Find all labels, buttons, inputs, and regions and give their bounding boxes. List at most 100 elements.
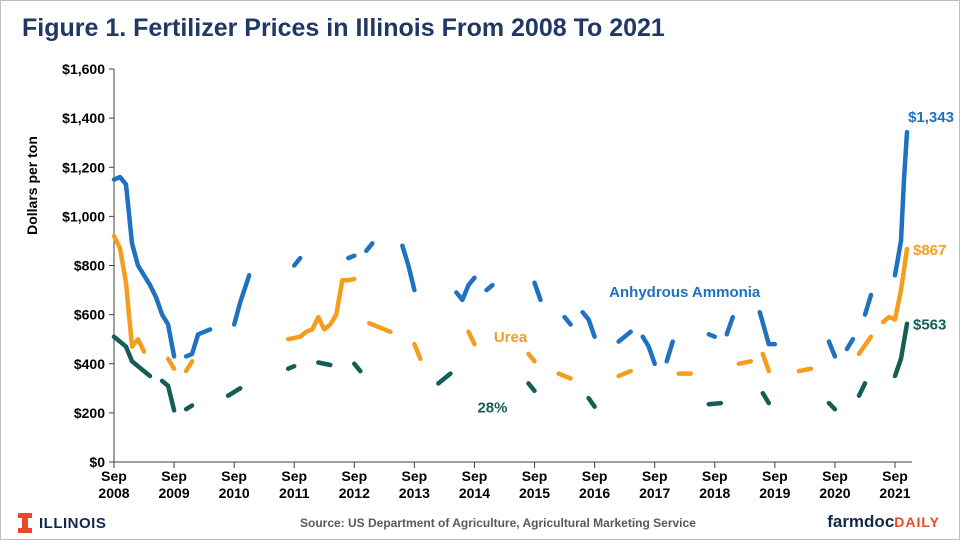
x-tick-label-month: Sep (402, 468, 428, 484)
x-tick-label-year: 2017 (639, 485, 670, 501)
y-tick-label: $800 (74, 258, 105, 274)
series-line-urea (760, 351, 772, 374)
x-tick-label-year: 2019 (759, 485, 790, 501)
x-tick-label-month: Sep (762, 468, 788, 484)
x-tick-label-month: Sep (281, 468, 307, 484)
y-tick-label: $1,400 (62, 110, 105, 126)
series-line-anhydrous-ammonia (616, 329, 633, 344)
y-tick-label: $1,000 (62, 208, 105, 224)
series-line-anhydrous-ammonia (826, 339, 838, 359)
x-tick-label-year: 2021 (879, 485, 910, 501)
daily-wordmark: DAILY (894, 514, 940, 530)
x-tick-label-month: Sep (522, 468, 548, 484)
x-tick-label-year: 2020 (819, 485, 850, 501)
series-line-urea (111, 233, 147, 354)
x-tick-label-month: Sep (221, 468, 247, 484)
x-tick-label-year: 2016 (579, 485, 610, 501)
y-tick-label: $400 (74, 356, 105, 372)
series-line-urea (736, 359, 754, 367)
series-line-urea (556, 371, 573, 381)
series-line-urea (856, 334, 874, 357)
series-line-28- (225, 386, 243, 398)
series-line-urea (466, 329, 477, 347)
x-tick-label-month: Sep (462, 468, 488, 484)
farmdoc-wordmark: farmdoc (827, 512, 895, 531)
series-line-anhydrous-ammonia (111, 174, 177, 359)
series-line-28- (111, 334, 153, 379)
x-tick-label-year: 2018 (699, 485, 730, 501)
x-tick-label-year: 2014 (459, 485, 490, 501)
x-tick-label-year: 2015 (519, 485, 550, 501)
series-line-anhydrous-ammonia (580, 309, 597, 339)
series-line-urea (616, 368, 633, 379)
x-tick-label-year: 2008 (98, 485, 129, 501)
series-line-anhydrous-ammonia (400, 243, 417, 293)
y-tick-label: $0 (89, 454, 105, 470)
series-line-anhydrous-ammonia (291, 255, 303, 268)
series-line-28- (760, 390, 772, 406)
block-i-icon (18, 513, 32, 533)
series-line-28- (586, 395, 597, 409)
series-annotation: 28% (477, 399, 507, 416)
series-line-28- (826, 400, 838, 412)
x-tick-label-year: 2012 (339, 485, 370, 501)
series-line-28- (526, 381, 537, 394)
series-end-label: $1,343 (908, 109, 954, 126)
series-annotation: Anhydrous Ammonia (609, 284, 761, 301)
series-line-anhydrous-ammonia (454, 275, 477, 303)
y-tick-label: $1,200 (62, 159, 105, 175)
series-line-anhydrous-ammonia (757, 309, 778, 347)
series-line-urea (367, 320, 393, 335)
y-tick-label: $600 (74, 307, 105, 323)
illinois-logo: ILLINOIS (18, 512, 106, 534)
x-tick-label-year: 2010 (219, 485, 250, 501)
series-line-28- (285, 363, 297, 371)
series-line-anhydrous-ammonia (183, 327, 213, 359)
series-line-28- (316, 360, 333, 368)
series-line-28- (892, 321, 910, 379)
illinois-wordmark: ILLINOIS (39, 514, 107, 532)
series-line-28- (352, 361, 363, 374)
x-tick-label-month: Sep (822, 468, 848, 484)
x-tick-label-year: 2011 (279, 485, 310, 501)
series-line-anhydrous-ammonia (532, 280, 543, 303)
series-annotation: Urea (494, 329, 528, 346)
series-line-anhydrous-ammonia (844, 336, 856, 352)
series-line-anhydrous-ammonia (364, 241, 375, 254)
series-line-anhydrous-ammonia (892, 129, 910, 278)
series-line-anhydrous-ammonia (484, 282, 495, 293)
series-line-anhydrous-ammonia (706, 332, 718, 339)
series-line-28- (856, 381, 868, 398)
x-tick-label-month: Sep (582, 468, 608, 484)
series-line-anhydrous-ammonia (862, 292, 874, 317)
series-line-28- (159, 378, 177, 413)
series-line-28- (183, 403, 195, 412)
series-line-anhydrous-ammonia (346, 253, 357, 261)
x-tick-label-month: Sep (161, 468, 187, 484)
series-end-label: $563 (913, 317, 946, 334)
x-tick-label-year: 2013 (399, 485, 430, 501)
x-tick-label-month: Sep (882, 468, 908, 484)
series-line-anhydrous-ammonia (664, 339, 675, 364)
y-tick-label: $200 (74, 405, 105, 421)
series-line-anhydrous-ammonia (640, 334, 657, 367)
y-axis-title: Dollars per ton (24, 136, 40, 235)
y-tick-label: $1,600 (62, 61, 105, 77)
series-line-urea (796, 366, 814, 374)
series-line-anhydrous-ammonia (562, 314, 573, 327)
series-line-28- (706, 400, 724, 407)
x-tick-label-month: Sep (702, 468, 728, 484)
series-line-urea (880, 246, 910, 325)
farmdoc-daily-logo: farmdocDAILY (827, 512, 940, 532)
x-tick-label-month: Sep (101, 468, 127, 484)
x-tick-label-month: Sep (341, 468, 367, 484)
x-tick-label-year: 2009 (158, 485, 189, 501)
series-line-urea (412, 341, 423, 362)
series-line-urea (165, 356, 177, 371)
source-note: Source: US Department of Agriculture, Ag… (300, 516, 696, 530)
series-line-28- (436, 371, 453, 386)
series-line-anhydrous-ammonia (231, 273, 252, 327)
series-line-anhydrous-ammonia (724, 314, 736, 337)
x-tick-label-month: Sep (642, 468, 668, 484)
